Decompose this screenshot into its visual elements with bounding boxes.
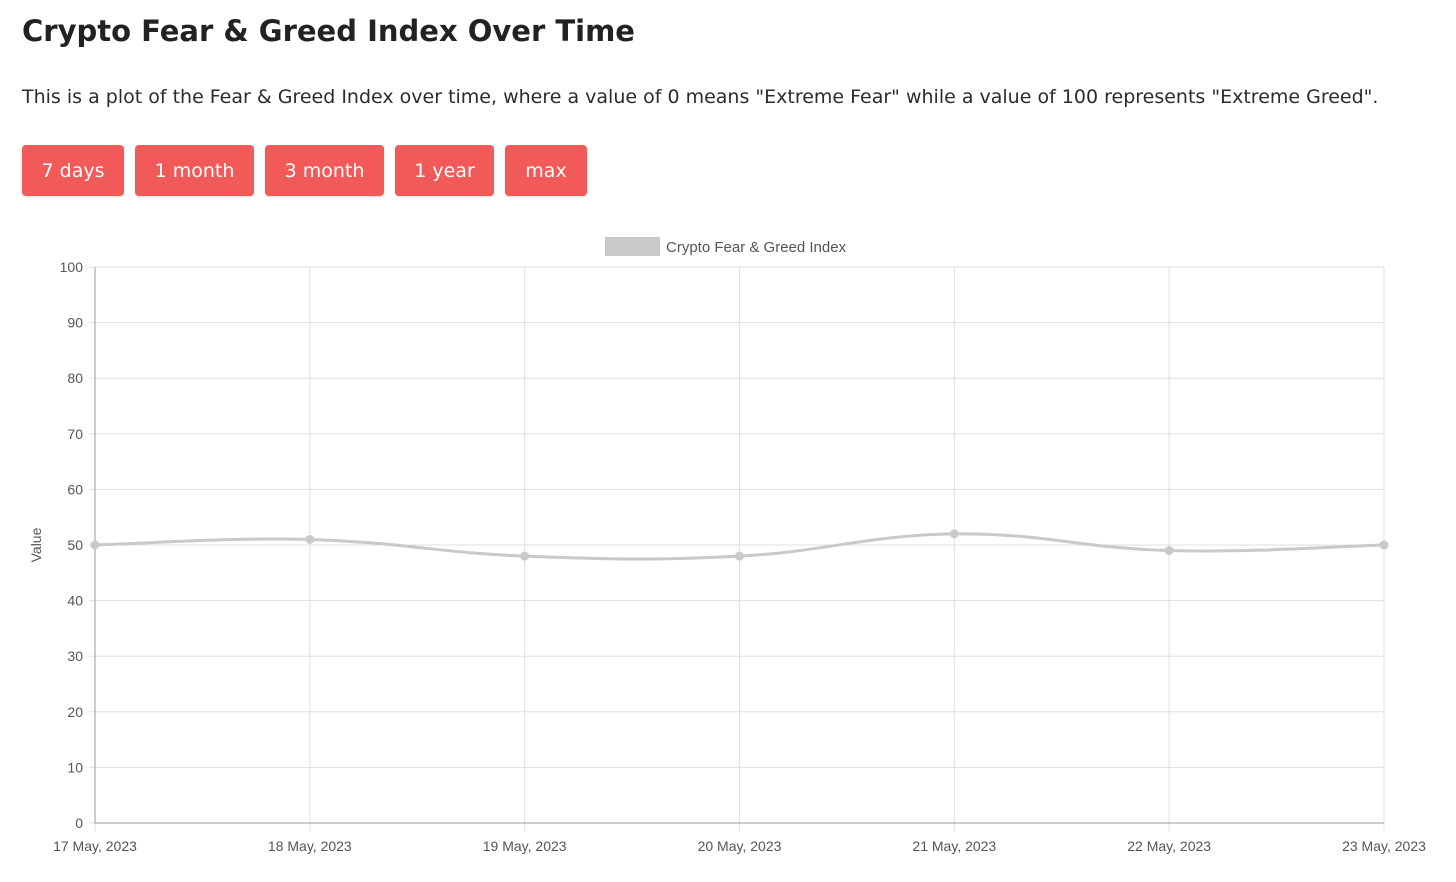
x-tick-label: 19 May, 2023: [483, 838, 567, 854]
y-tick-label: 40: [67, 593, 83, 609]
y-tick-label: 10: [67, 759, 83, 775]
y-axis-title: Value: [28, 527, 44, 562]
chart-axes: 0 10 20 30 40 50 60 70 80 90 100 17 May, 2023 18 May…: [28, 259, 1426, 854]
y-tick-label: 0: [75, 815, 83, 831]
range-button-1-year[interactable]: 1 year: [395, 145, 494, 196]
chart-series: [90, 529, 1389, 561]
y-tick-label: 20: [67, 704, 83, 720]
chart-grid: [89, 266, 1385, 831]
x-tick-label: 17 May, 2023: [53, 838, 137, 854]
y-tick-label: 70: [67, 426, 83, 442]
range-button-7-days[interactable]: 7 days: [22, 145, 124, 196]
range-button-3-month[interactable]: 3 month: [265, 145, 384, 196]
page-description: This is a plot of the Fear & Greed Index…: [22, 86, 1379, 108]
range-button-1-month[interactable]: 1 month: [135, 145, 254, 196]
x-tick-label: 20 May, 2023: [698, 838, 782, 854]
y-tick-label: 100: [60, 259, 84, 275]
data-point: [949, 529, 959, 539]
y-tick-label: 90: [67, 315, 83, 331]
data-point: [1164, 546, 1174, 556]
data-point: [90, 540, 100, 550]
fear-greed-chart: 0 10 20 30 40 50 60 70 80 90 100 17 May, 2023 18 May…: [28, 237, 1426, 854]
chart-legend[interactable]: Crypto Fear & Greed Index: [605, 237, 847, 256]
legend-swatch: [605, 237, 660, 256]
y-tick-label: 50: [67, 537, 83, 553]
x-tick-label: 21 May, 2023: [912, 838, 996, 854]
x-tick-label: 18 May, 2023: [268, 838, 352, 854]
range-button-max[interactable]: max: [505, 145, 587, 196]
x-tick-label: 23 May, 2023: [1342, 838, 1426, 854]
data-point: [1379, 540, 1389, 550]
data-point: [520, 551, 530, 561]
y-tick-label: 60: [67, 481, 83, 497]
x-tick-label: 22 May, 2023: [1127, 838, 1211, 854]
y-tick-label: 30: [67, 648, 83, 664]
legend-label: Crypto Fear & Greed Index: [666, 239, 847, 256]
data-point: [305, 534, 315, 544]
y-tick-label: 80: [67, 370, 83, 386]
data-point: [735, 551, 744, 561]
page-title: Crypto Fear & Greed Index Over Time: [22, 14, 635, 48]
